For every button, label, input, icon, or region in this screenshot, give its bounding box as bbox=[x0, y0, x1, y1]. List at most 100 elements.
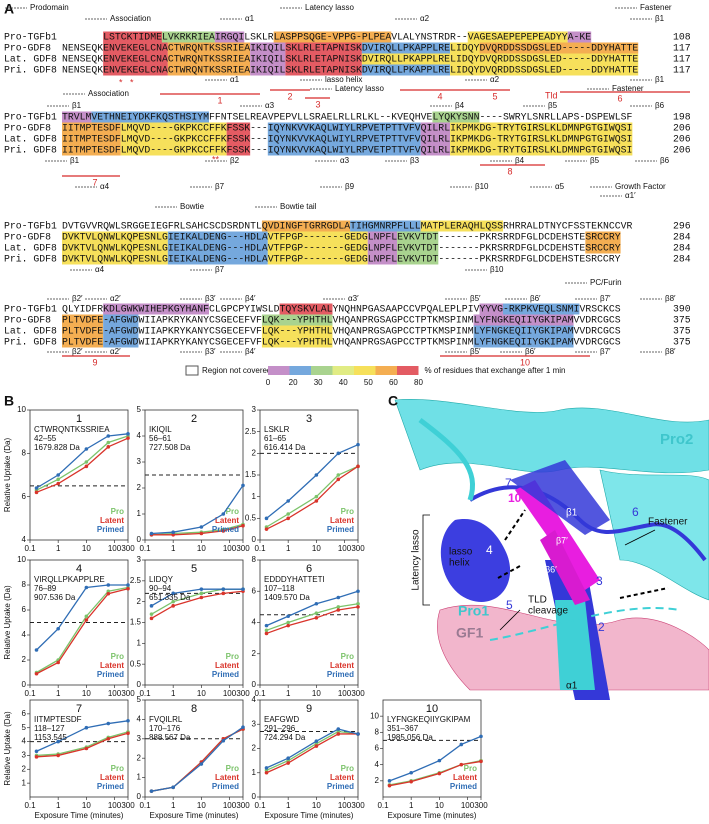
y-tick-label: 2.5 bbox=[245, 427, 257, 436]
peptide-number: 8 bbox=[507, 166, 512, 176]
data-point bbox=[356, 464, 360, 469]
peptide-mass: 616.414 Da bbox=[264, 443, 306, 452]
y-tick-label: 0.5 bbox=[130, 659, 142, 668]
residue-range: 90–94 bbox=[149, 584, 172, 593]
legend-entry: Primed bbox=[212, 670, 239, 679]
beta7-strand bbox=[540, 530, 590, 605]
annotation: β5 bbox=[548, 101, 558, 110]
residue-block bbox=[267, 242, 368, 254]
sequence: QVDINGFTGRRGDLA bbox=[262, 221, 350, 232]
residue-block bbox=[167, 42, 251, 54]
data-point bbox=[84, 618, 89, 622]
y-tick-label: 3 bbox=[252, 405, 257, 414]
sequence: LYFNGKEQIIYGKIPAM bbox=[474, 315, 574, 326]
row-label: Lat. GDF8 bbox=[4, 54, 57, 65]
residue-block bbox=[279, 303, 333, 315]
sequence: CTWRQNTKSSRIEA bbox=[168, 43, 250, 54]
data-point bbox=[126, 586, 130, 591]
row-label: Pro-TGFb1 bbox=[4, 304, 57, 315]
residue-block bbox=[479, 42, 639, 54]
chart-number: 7 bbox=[76, 703, 82, 715]
data-point bbox=[314, 744, 319, 748]
x-tick-label: 10 bbox=[312, 544, 321, 553]
data-point bbox=[264, 623, 269, 628]
residue-block bbox=[367, 242, 398, 254]
sequence: WIIAPKRYKANYCSGECEFVF bbox=[138, 315, 262, 326]
sequence: LYFNGKEQIIYGKIPAM bbox=[474, 326, 574, 337]
annotation: β8′ bbox=[665, 347, 676, 356]
residue-block bbox=[367, 253, 398, 265]
residue-block bbox=[361, 53, 451, 65]
row-end: 117 bbox=[673, 54, 691, 65]
annotation: β4′ bbox=[245, 294, 256, 303]
panel-label: B bbox=[4, 393, 14, 409]
data-point bbox=[84, 725, 89, 730]
sequence: WIIAPKRYKANYCSGECEFVF bbox=[138, 337, 262, 348]
peptide: LSKLR bbox=[264, 425, 290, 434]
data-point bbox=[479, 759, 483, 764]
sequence: VHQANPRGSAGPCCTPTKMSPINM bbox=[332, 315, 473, 326]
chart-number: 5 bbox=[191, 563, 197, 575]
residue-block bbox=[473, 325, 574, 337]
annotation: α2′ bbox=[110, 347, 121, 356]
legend-entry: Primed bbox=[212, 525, 239, 534]
row-label: Pro-GDF8 bbox=[4, 43, 51, 54]
data-point bbox=[409, 779, 413, 784]
sequence: LQK---YPHTHL bbox=[262, 315, 333, 326]
x-tick-label: 100 bbox=[338, 544, 352, 553]
legend-tick: 20 bbox=[289, 378, 298, 387]
sequence: EVKVTDT bbox=[397, 243, 438, 254]
peptide: LYFNGKEQIIYGKIPAM bbox=[387, 715, 471, 724]
peptide: VIRQLLPKAPPLRE bbox=[34, 575, 105, 584]
residue-block bbox=[367, 231, 398, 243]
y-tick-label: 6 bbox=[22, 605, 27, 614]
residue-range: 76–89 bbox=[34, 584, 57, 593]
sequence: IKIQIL bbox=[250, 54, 285, 65]
residue-block bbox=[467, 31, 568, 43]
data-point bbox=[314, 739, 319, 744]
data-point bbox=[106, 440, 111, 445]
structure-label: TLD bbox=[528, 595, 547, 606]
y-tick-label: 2.5 bbox=[130, 576, 142, 585]
data-point bbox=[264, 516, 269, 521]
annotation: Prodomain bbox=[30, 3, 69, 12]
data-point bbox=[56, 473, 60, 477]
x-axis-label: Exposure Time (minutes) bbox=[35, 811, 124, 820]
legend-entry: Latent bbox=[215, 773, 239, 782]
residue-block bbox=[261, 220, 351, 232]
y-tick-label: 8 bbox=[252, 555, 257, 564]
x-tick-label: 100 bbox=[223, 544, 237, 553]
sequence: IKIQIL bbox=[250, 43, 285, 54]
sequence: VVDRCGCS bbox=[574, 315, 621, 326]
y-tick-label: 1 bbox=[137, 638, 142, 647]
x-tick-label: 100 bbox=[223, 689, 237, 698]
data-point bbox=[286, 614, 290, 619]
y-tick-label: 0 bbox=[252, 680, 257, 689]
x-tick-label: 100 bbox=[338, 801, 352, 810]
sequence: LNPFL bbox=[368, 243, 398, 254]
panel-label: A bbox=[4, 1, 14, 17]
sequence: MATPLERAQHLQSS bbox=[421, 221, 503, 232]
data-point bbox=[387, 783, 392, 788]
sequence: QILRL bbox=[421, 123, 451, 134]
data-point bbox=[34, 486, 39, 490]
y-tick-label: 2 bbox=[252, 649, 257, 658]
structure-label: 2 bbox=[598, 620, 605, 634]
sequence: DVIRQLLPKAPPLRE bbox=[362, 54, 450, 65]
annotation: β1 bbox=[655, 14, 665, 23]
y-tick-label: 10 bbox=[370, 711, 379, 720]
row-label: Pro-GDF8 bbox=[4, 232, 51, 243]
legend-tick: 50 bbox=[364, 378, 373, 387]
residue-block bbox=[420, 133, 451, 145]
sequence: VETHNEIYDKFKQSTHSIYM bbox=[91, 112, 209, 123]
residue-block bbox=[120, 133, 227, 145]
sequence: LQK---YPHTHL bbox=[262, 337, 333, 348]
legend-entry: Latent bbox=[330, 661, 354, 670]
data-point bbox=[106, 589, 111, 594]
y-tick-label: 8 bbox=[375, 727, 380, 736]
peptide-number: 9 bbox=[92, 357, 97, 367]
peptide-number: 10 bbox=[520, 357, 530, 367]
residue-block bbox=[250, 64, 286, 76]
sequence: LYQKYSNN bbox=[432, 112, 479, 123]
data-point bbox=[336, 473, 341, 477]
